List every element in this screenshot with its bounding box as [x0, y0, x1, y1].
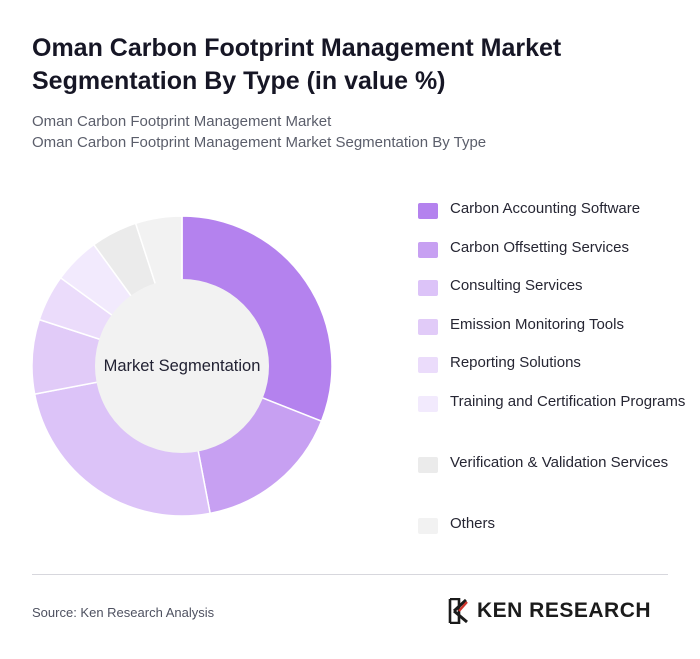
- footer-divider: [32, 574, 668, 575]
- legend-swatch: [418, 396, 438, 412]
- legend-swatch: [418, 518, 438, 534]
- legend-swatch: [418, 319, 438, 335]
- legend-swatch: [418, 280, 438, 296]
- legend-swatch: [418, 242, 438, 258]
- legend-swatch: [418, 357, 438, 373]
- legend-label: Training and Certification Programs: [450, 393, 686, 410]
- legend-label: Carbon Offsetting Services: [450, 239, 629, 256]
- ken-research-logo-text: KEN RESEARCH: [477, 599, 652, 622]
- donut-center-label: Market Segmentation: [104, 357, 261, 375]
- legend-label: Verification & Validation Services: [450, 454, 669, 471]
- legend-label: Consulting Services: [450, 277, 583, 294]
- legend-label: Emission Monitoring Tools: [450, 316, 624, 333]
- chart-title: Oman Carbon Footprint Management Market …: [32, 34, 562, 95]
- legend-label: Reporting Solutions: [450, 354, 581, 371]
- source-note: Source: Ken Research Analysis: [32, 605, 215, 620]
- legend-label: Others: [450, 515, 496, 532]
- chart-subtitle-market: Oman Carbon Footprint Management Market: [32, 113, 332, 130]
- legend-swatch: [418, 457, 438, 473]
- legend-swatch: [418, 203, 438, 219]
- chart-subtitle-segmentation: Oman Carbon Footprint Management Market …: [32, 134, 487, 151]
- donut-center: [95, 279, 269, 453]
- legend-label: Carbon Accounting Software: [450, 200, 641, 217]
- ken-research-logo-icon: [448, 597, 468, 625]
- donut-chart: Market Segmentation: [31, 215, 333, 517]
- ken-research-logo: KEN RESEARCH: [447, 597, 669, 625]
